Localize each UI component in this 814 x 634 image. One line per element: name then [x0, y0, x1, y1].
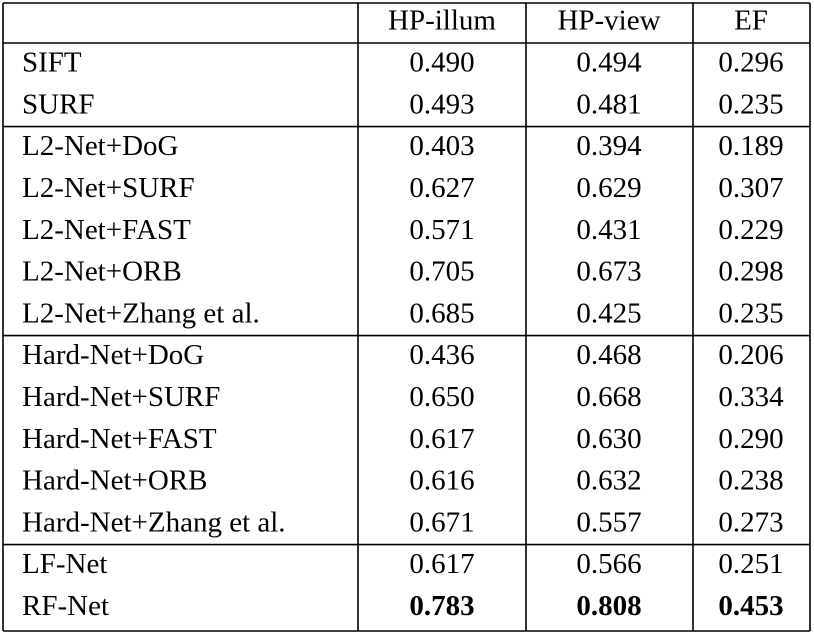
- cell-value: 0.298: [718, 256, 783, 288]
- cell-value: 0.453: [718, 590, 783, 622]
- cell-value: 0.468: [576, 339, 641, 371]
- cell-value: 0.235: [718, 297, 783, 329]
- cell-value: 0.334: [718, 381, 784, 413]
- cell-value: 0.307: [718, 172, 783, 204]
- column-header: HP-illum: [388, 5, 496, 37]
- cell-value: 0.273: [718, 506, 783, 538]
- cell-value: 0.617: [409, 548, 474, 580]
- row-label: SIFT: [22, 47, 82, 79]
- row-label: Hard-Net+SURF: [22, 381, 220, 413]
- cell-value: 0.189: [718, 130, 783, 162]
- row-label: L2-Net+ORB: [22, 256, 182, 288]
- cell-value: 0.490: [409, 47, 474, 79]
- row-label: LF-Net: [22, 548, 107, 580]
- cell-value: 0.235: [718, 88, 783, 120]
- column-header: EF: [734, 5, 768, 37]
- cell-value: 0.290: [718, 423, 783, 455]
- cell-value: 0.394: [576, 130, 642, 162]
- cell-value: 0.481: [576, 88, 641, 120]
- cell-value: 0.617: [409, 423, 474, 455]
- row-label: Hard-Net+FAST: [22, 423, 217, 455]
- cell-value: 0.705: [409, 256, 474, 288]
- cell-value: 0.206: [718, 339, 783, 371]
- cell-value: 0.238: [718, 465, 783, 497]
- cell-value: 0.403: [409, 130, 474, 162]
- cell-value: 0.671: [409, 506, 474, 538]
- cell-value: 0.494: [576, 47, 642, 79]
- row-label: RF-Net: [22, 590, 109, 622]
- row-label: L2-Net+Zhang et al.: [22, 297, 260, 329]
- cell-value: 0.251: [718, 548, 783, 580]
- cell-value: 0.627: [409, 172, 474, 204]
- row-label: Hard-Net+ORB: [22, 465, 207, 497]
- cell-value: 0.436: [409, 339, 474, 371]
- cell-value: 0.557: [576, 506, 641, 538]
- cell-value: 0.229: [718, 214, 783, 246]
- cell-value: 0.650: [409, 381, 474, 413]
- row-label: Hard-Net+Zhang et al.: [22, 506, 286, 538]
- cell-value: 0.566: [576, 548, 641, 580]
- cell-value: 0.296: [718, 47, 783, 79]
- cell-value: 0.632: [576, 465, 641, 497]
- row-label: L2-Net+DoG: [22, 130, 179, 162]
- cell-value: 0.783: [409, 590, 474, 622]
- cell-value: 0.668: [576, 381, 641, 413]
- cell-value: 0.630: [576, 423, 641, 455]
- row-label: L2-Net+SURF: [22, 172, 195, 204]
- row-label: Hard-Net+DoG: [22, 339, 204, 371]
- cell-value: 0.673: [576, 256, 641, 288]
- cell-value: 0.571: [409, 214, 474, 246]
- row-label: SURF: [22, 88, 95, 120]
- cell-value: 0.493: [409, 88, 474, 120]
- cell-value: 0.431: [576, 214, 641, 246]
- row-label: L2-Net+FAST: [22, 214, 191, 246]
- cell-value: 0.629: [576, 172, 641, 204]
- cell-value: 0.685: [409, 297, 474, 329]
- cell-value: 0.425: [576, 297, 641, 329]
- cell-value: 0.616: [409, 465, 474, 497]
- cell-value: 0.808: [576, 590, 641, 622]
- column-header: HP-view: [557, 5, 660, 37]
